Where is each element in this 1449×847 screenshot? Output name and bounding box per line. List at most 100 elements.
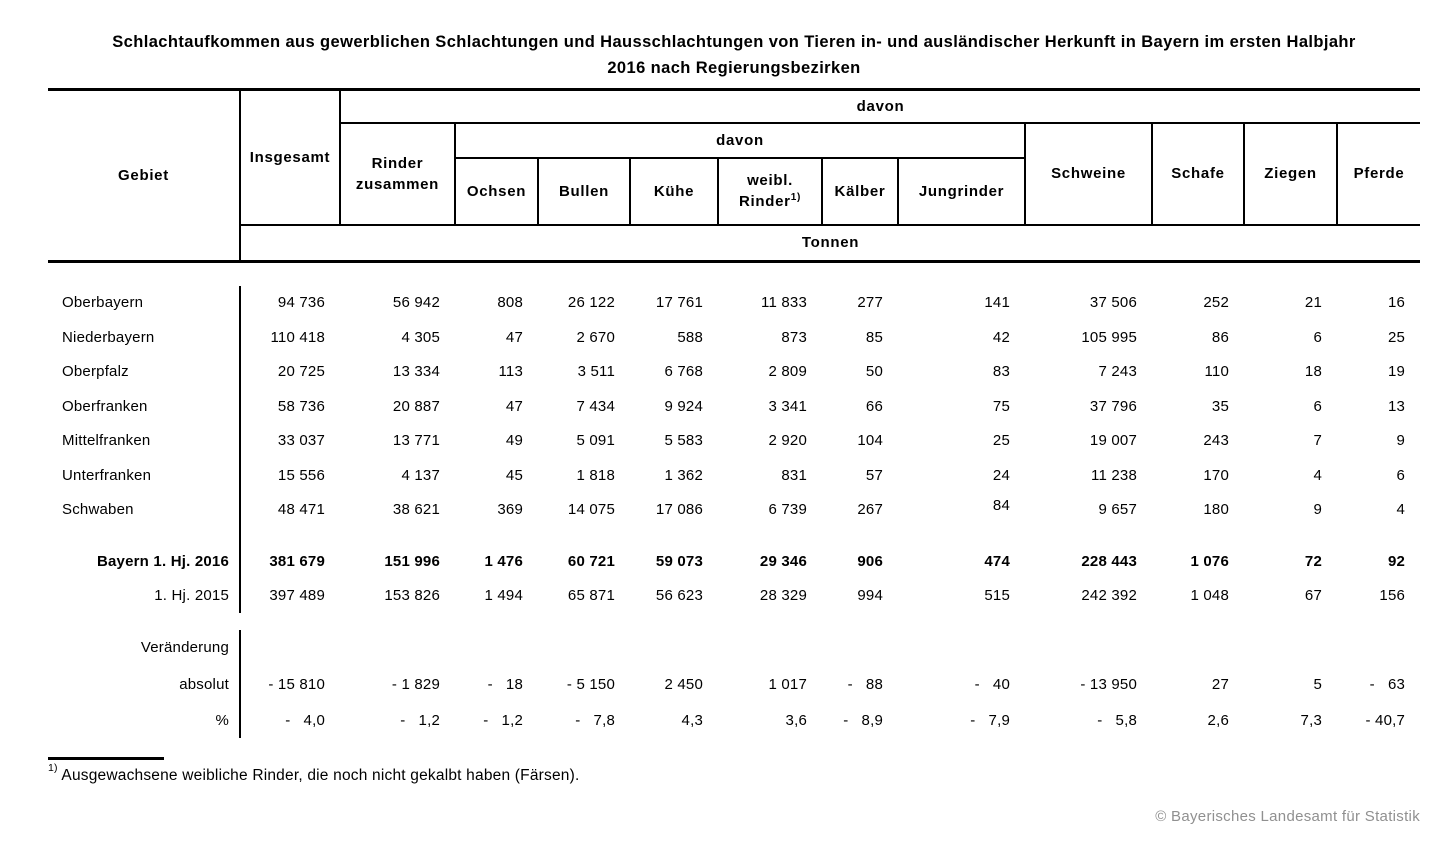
value-cell: 48 471 — [239, 492, 340, 527]
value-cell: 2 450 — [664, 675, 703, 693]
value-cell: 49 — [505, 432, 523, 450]
value-cell — [239, 630, 340, 665]
value-cell: 35 — [1211, 397, 1229, 415]
spacer-cell — [240, 613, 1420, 630]
value-cell: 369 — [497, 501, 523, 519]
value-cell: 151 996 — [384, 552, 440, 570]
value-cell: 252 — [1203, 294, 1229, 312]
value-cell: 15 556 — [239, 458, 340, 493]
value-cell: 75 — [992, 397, 1010, 415]
value-cell: 9 — [1313, 501, 1322, 519]
value-cell: - 4,0 — [239, 703, 340, 738]
value-cell: 242 392 — [1081, 587, 1137, 605]
value-cell: 65 871 — [567, 587, 615, 605]
table-row-oberbayern: Oberbayern 94 736 56 942 808 26 122 17 7… — [48, 285, 1420, 320]
table-row-veraenderung: Veränderung — [48, 630, 1420, 665]
value-cell: 994 — [857, 587, 883, 605]
footnote-text: Ausgewachsene weibliche Rinder, die noch… — [61, 767, 580, 784]
value-cell: 2 920 — [768, 432, 807, 450]
value-cell: 13 771 — [392, 432, 440, 450]
value-cell: 873 — [781, 328, 807, 346]
value-cell: 381 679 — [239, 544, 340, 579]
table-row-bayern-2015: 1. Hj. 2015 397 489 153 826 1 494 65 871… — [48, 578, 1420, 613]
header-row-middle: Rinder zusammen davon Schweine Schafe Zi… — [48, 122, 1420, 225]
weibl-rinder-word: Rinder — [738, 193, 791, 210]
row-label: Niederbayern — [62, 328, 155, 346]
value-cell — [340, 630, 1420, 665]
value-cell: 33 037 — [239, 423, 340, 458]
col-header-ziegen: Ziegen — [1244, 122, 1338, 225]
value-cell: 29 346 — [759, 552, 807, 570]
value-cell: 56 623 — [655, 587, 703, 605]
value-cell: 92 — [1387, 552, 1406, 570]
value-cell: 16 — [1387, 294, 1406, 312]
value-cell: 4,3 — [681, 712, 703, 729]
value-cell: 4 — [1396, 501, 1406, 519]
value-cell: 105 995 — [1081, 328, 1137, 346]
value-cell: 1 076 — [1190, 552, 1229, 570]
value-cell: 113 — [498, 363, 523, 381]
value-cell: 104 — [857, 432, 883, 450]
spacer-cell — [48, 262, 240, 286]
weibl-rinder-line1: weibl. — [747, 172, 793, 189]
copyright: © Bayerisches Landesamt für Statistik — [1155, 808, 1420, 825]
value-cell: - 1,2 — [400, 712, 440, 729]
value-cell: 11 238 — [1091, 466, 1137, 484]
weibl-rinder-line2: Rinder1) — [719, 191, 821, 212]
value-cell: 474 — [984, 552, 1010, 570]
value-cell: 808 — [497, 294, 523, 312]
value-cell: 397 489 — [239, 578, 340, 613]
value-cell: 7 434 — [576, 397, 615, 415]
value-cell: 45 — [505, 466, 523, 484]
row-label: Bayern 1. Hj. 2016 — [96, 552, 229, 570]
spacer-cell — [48, 527, 240, 544]
value-cell: 4 305 — [401, 328, 440, 346]
value-cell: 5 583 — [664, 432, 703, 450]
value-cell: 11 833 — [761, 294, 807, 312]
spacer-cell — [240, 262, 1420, 286]
value-cell: 5 — [1313, 675, 1322, 693]
value-cell: 94 736 — [239, 285, 340, 320]
value-cell: 13 334 — [392, 363, 440, 381]
row-label: 1. Hj. 2015 — [154, 587, 229, 605]
table-row-oberfranken: Oberfranken 58 736 20 887 47 7 434 9 924… — [48, 389, 1420, 424]
page-title: Schlachtaufkommen aus gewerblichen Schla… — [48, 29, 1420, 81]
value-cell: 1 476 — [484, 552, 523, 570]
value-cell: 6 768 — [664, 363, 703, 381]
header-row-inner: Ochsen Bullen Kühe weibl. Rinder1) Kälbe… — [48, 157, 1420, 225]
value-cell: - 1,2 — [483, 712, 523, 729]
value-cell: 9 — [1396, 432, 1406, 450]
col-header-pferde: Pferde — [1353, 165, 1405, 182]
value-cell: 4 — [1313, 466, 1322, 484]
table-row-niederbayern: Niederbayern 110 418 4 305 47 2 670 588 … — [48, 320, 1420, 355]
value-cell: 1 362 — [664, 466, 703, 484]
spacer-cell — [238, 527, 1421, 544]
value-cell: 19 — [1387, 363, 1406, 381]
value-cell: - 40,7 — [1365, 712, 1406, 729]
col-header-schweine: Schweine — [1025, 122, 1153, 225]
value-cell: 27 — [1211, 675, 1229, 693]
value-cell: 18 — [1304, 363, 1322, 381]
value-cell: 110 — [1204, 363, 1229, 381]
row-label: absolut — [179, 675, 229, 693]
value-cell: 42 — [992, 328, 1010, 346]
value-cell: 6 — [1313, 397, 1322, 415]
page-title-line1: Schlachtaufkommen aus gewerblichen Schla… — [112, 33, 1356, 51]
value-cell: 4 137 — [401, 466, 440, 484]
value-cell: 1 494 — [484, 587, 523, 605]
row-label: Oberpfalz — [62, 363, 129, 381]
value-cell: 84 — [992, 496, 1010, 514]
value-cell: 85 — [865, 328, 883, 346]
col-header-ochsen: Ochsen — [455, 157, 539, 225]
slaughter-table: Gebiet Insgesamt davon Rinder zusammen d… — [48, 88, 1421, 738]
value-cell: 28 329 — [759, 587, 807, 605]
value-cell: 156 — [1379, 587, 1406, 605]
col-header-davon-inner: davon — [455, 122, 1026, 159]
col-header-davon-outer: davon — [340, 88, 1421, 124]
value-cell: 170 — [1203, 466, 1229, 484]
value-cell: 141 — [984, 294, 1010, 312]
value-cell: - 88 — [847, 675, 883, 693]
value-cell: 267 — [857, 501, 883, 519]
value-cell: 3 511 — [577, 363, 615, 381]
